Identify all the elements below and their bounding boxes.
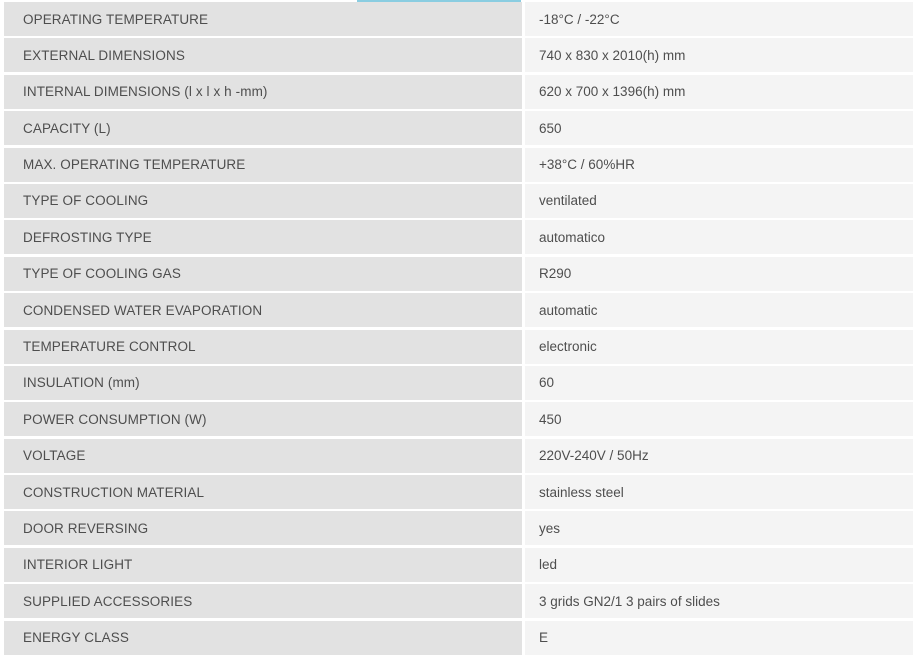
table-row: TEMPERATURE CONTROL electronic [4,329,913,364]
spec-label-cell: OPERATING TEMPERATURE [4,2,522,36]
spec-value-cell: 740 x 830 x 2010(h) mm [525,38,913,73]
table-row: DEFROSTING TYPE automatico [4,220,913,255]
spec-value-cell: automatico [525,220,913,255]
spec-value-cell: E [525,620,913,655]
spec-value-cell: stainless steel [525,475,913,510]
spec-value-cell: 220V-240V / 50Hz [525,438,913,473]
spec-label-cell: TYPE OF COOLING GAS [4,256,522,291]
spec-value-cell: 3 grids GN2/1 3 pairs of slides [525,584,913,619]
spec-value-cell: electronic [525,329,913,364]
spec-value-cell: +38°C / 60%HR [525,147,913,182]
spec-value-cell: yes [525,511,913,546]
table-row: INSULATION (mm) 60 [4,365,913,400]
spec-label-cell: SUPPLIED ACCESSORIES [4,584,522,619]
spec-label-cell: INSULATION (mm) [4,365,522,400]
spec-table: OPERATING TEMPERATURE -18°C / -22°C EXTERN… [4,2,913,656]
spec-value-cell: 60 [525,365,913,400]
table-row: VOLTAGE 220V-240V / 50Hz [4,438,913,473]
spec-label-cell: CONSTRUCTION MATERIAL [4,475,522,510]
table-row: SUPPLIED ACCESSORIES 3 grids GN2/1 3 pair… [4,584,913,619]
table-row: DOOR REVERSING yes [4,511,913,546]
table-row: MAX. OPERATING TEMPERATURE +38°C / 60%HR [4,147,913,182]
spec-label-cell: POWER CONSUMPTION (W) [4,402,522,437]
spec-value-cell: 450 [525,402,913,437]
table-row: OPERATING TEMPERATURE -18°C / -22°C [4,2,913,36]
spec-value-cell: led [525,547,913,582]
table-row: ENERGY CLASS E [4,620,913,655]
spec-value-cell: 620 x 700 x 1396(h) mm [525,74,913,109]
spec-value-cell: -18°C / -22°C [525,2,913,36]
spec-value-cell: R290 [525,256,913,291]
table-row: TYPE OF COOLING GAS R290 [4,256,913,291]
table-row: EXTERNAL DIMENSIONS 740 x 830 x 2010(h) m… [4,38,913,73]
spec-label-cell: TYPE OF COOLING [4,183,522,218]
spec-label-cell: DEFROSTING TYPE [4,220,522,255]
spec-label-cell: VOLTAGE [4,438,522,473]
spec-label-cell: TEMPERATURE CONTROL [4,329,522,364]
spec-label-cell: CAPACITY (L) [4,111,522,146]
table-row: INTERIOR LIGHT led [4,547,913,582]
table-row: TYPE OF COOLING ventilated [4,183,913,218]
spec-label-cell: CONDENSED WATER EVAPORATION [4,293,522,328]
table-row: CAPACITY (L) 650 [4,111,913,146]
spec-label-cell: INTERNAL DIMENSIONS (l x l x h -mm) [4,74,522,109]
spec-label-cell: INTERIOR LIGHT [4,547,522,582]
spec-label-cell: DOOR REVERSING [4,511,522,546]
spec-label-cell: ENERGY CLASS [4,620,522,655]
spec-label-cell: MAX. OPERATING TEMPERATURE [4,147,522,182]
spec-value-cell: automatic [525,293,913,328]
table-row: POWER CONSUMPTION (W) 450 [4,402,913,437]
table-row: INTERNAL DIMENSIONS (l x l x h -mm) 620 x… [4,74,913,109]
table-row: CONSTRUCTION MATERIAL stainless steel [4,475,913,510]
table-row: CONDENSED WATER EVAPORATION automatic [4,293,913,328]
spec-value-cell: ventilated [525,183,913,218]
spec-label-cell: EXTERNAL DIMENSIONS [4,38,522,73]
spec-value-cell: 650 [525,111,913,146]
